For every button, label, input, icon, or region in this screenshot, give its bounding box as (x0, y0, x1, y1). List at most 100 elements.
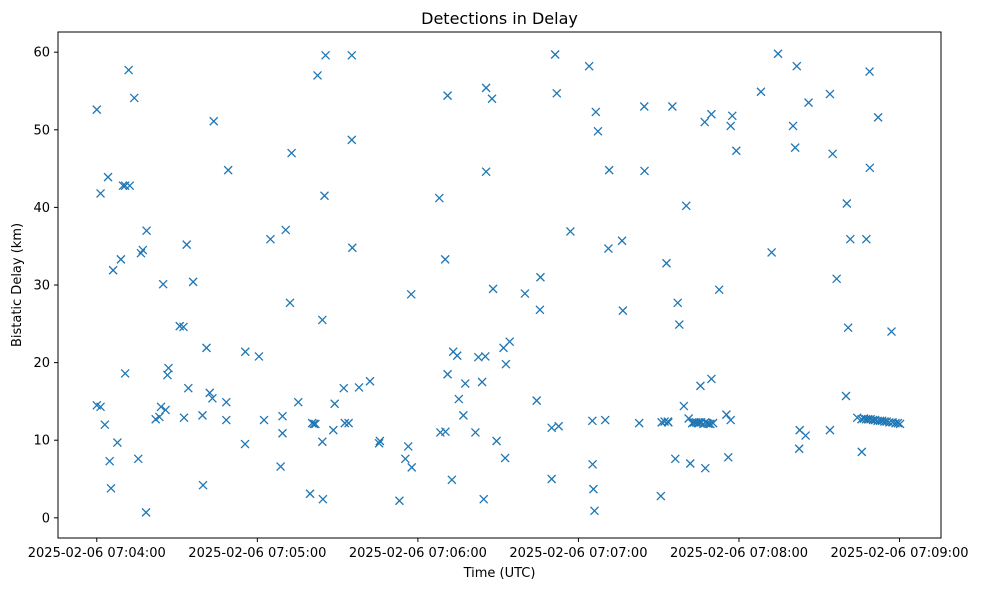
data-point (221, 415, 231, 425)
x-tick-label: 2025-02-06 07:04:00 (28, 546, 166, 561)
x-tick-label: 2025-02-06 07:09:00 (830, 546, 968, 561)
data-point (591, 107, 601, 117)
data-point (731, 146, 741, 156)
data-point (96, 188, 106, 198)
data-point (587, 416, 597, 426)
data-point (129, 93, 139, 103)
data-point (477, 377, 487, 387)
data-point (828, 149, 838, 159)
data-point (240, 347, 250, 357)
data-point (825, 425, 835, 435)
data-point (584, 61, 594, 71)
data-point (285, 298, 295, 308)
data-point (662, 258, 671, 268)
data-point (141, 507, 151, 517)
data-point (321, 50, 331, 60)
data-point (394, 496, 404, 506)
data-point (259, 415, 269, 425)
plot-area (58, 32, 941, 538)
data-point (535, 305, 545, 315)
data-point (183, 383, 193, 393)
data-point (520, 289, 530, 298)
data-point (832, 274, 842, 284)
data-point (492, 436, 502, 446)
data-point (684, 414, 694, 423)
data-point (801, 431, 811, 441)
data-point (276, 462, 286, 472)
data-point (726, 121, 736, 131)
data-point (700, 117, 710, 127)
y-tick-label: 10 (33, 434, 50, 449)
data-point (443, 369, 453, 379)
data-point (440, 254, 450, 264)
data-point (100, 420, 110, 430)
data-point (887, 327, 896, 337)
data-point (162, 370, 172, 380)
data-point (681, 201, 691, 211)
data-point (105, 456, 115, 466)
data-point (674, 320, 684, 330)
data-point (532, 396, 542, 406)
y-tick-label: 40 (33, 201, 50, 216)
data-point (240, 439, 250, 449)
data-point (500, 453, 510, 463)
data-point (501, 359, 511, 369)
data-point (617, 236, 627, 246)
data-point (792, 61, 802, 71)
data-point (347, 50, 357, 60)
data-point (347, 243, 357, 253)
data-point (535, 272, 545, 282)
y-tick-label: 20 (33, 356, 50, 371)
data-point (375, 436, 385, 446)
data-point (618, 306, 628, 316)
data-point (330, 399, 340, 409)
data-point (305, 489, 315, 499)
data-point (470, 427, 480, 437)
data-point (593, 126, 603, 136)
data-point (554, 421, 564, 431)
x-tick-label: 2025-02-06 07:08:00 (670, 546, 808, 561)
y-axis-label: Bistatic Delay (km) (10, 223, 25, 347)
data-point (406, 289, 416, 299)
data-point (505, 337, 515, 347)
data-point (670, 454, 680, 464)
data-point (106, 483, 116, 493)
data-point (116, 254, 126, 264)
data-point (603, 244, 613, 253)
data-point (112, 438, 122, 448)
data-point (317, 315, 327, 325)
data-point (481, 83, 491, 93)
data-markers (92, 49, 905, 517)
data-point (328, 425, 338, 435)
data-point (188, 277, 198, 287)
data-point (790, 143, 800, 153)
data-point (156, 402, 166, 412)
data-point (721, 410, 731, 420)
data-point (133, 454, 143, 464)
data-point (767, 247, 777, 257)
data-point (706, 109, 716, 119)
data-point (842, 199, 852, 208)
data-point (103, 172, 113, 182)
data-point (590, 506, 599, 516)
data-point (209, 116, 219, 126)
data-point (202, 343, 211, 353)
plot-background (58, 32, 941, 538)
data-point (198, 410, 207, 420)
data-point (407, 462, 417, 472)
x-axis-label: Time (UTC) (463, 566, 536, 581)
data-point (293, 397, 303, 407)
data-point (788, 121, 798, 131)
data-point (440, 427, 450, 437)
data-point (845, 234, 855, 244)
data-point (479, 494, 489, 504)
data-point (634, 418, 644, 428)
data-point (861, 234, 871, 244)
data-point (221, 397, 231, 407)
data-point (96, 402, 106, 412)
data-point (487, 94, 497, 104)
plot-frame (57, 31, 942, 539)
data-point (488, 284, 498, 294)
data-point (547, 474, 557, 484)
